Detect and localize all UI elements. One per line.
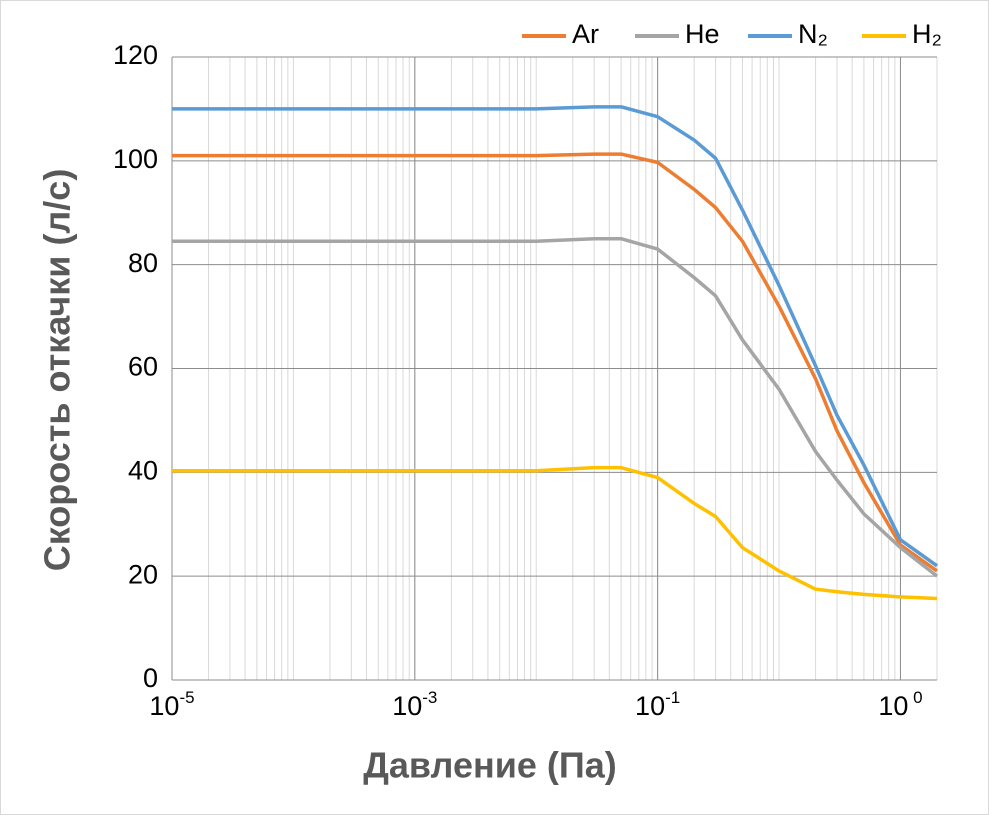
x-tick-base: 10 xyxy=(392,691,422,721)
x-tick-label: 10-3 xyxy=(392,688,437,721)
line-series xyxy=(172,465,938,601)
x-tick-exponent: -5 xyxy=(179,688,194,707)
legend-label: N₂ xyxy=(798,19,828,49)
legend-label: Ar xyxy=(572,19,599,49)
y-tick-label: 120 xyxy=(113,40,158,70)
y-tick-label: 20 xyxy=(128,559,158,589)
x-tick-base: 10 xyxy=(878,691,908,721)
x-tick-label: 10-1 xyxy=(635,688,680,721)
line-series xyxy=(172,152,939,573)
x-tick-exponent: 0 xyxy=(908,688,922,707)
legend-label: H₂ xyxy=(912,19,942,49)
y-tick-label: 80 xyxy=(128,248,158,278)
x-tick-exponent: -1 xyxy=(665,688,680,707)
x-tick-label: 10-5 xyxy=(149,688,194,721)
y-tick-label: 40 xyxy=(128,455,158,485)
x-tick-base: 10 xyxy=(149,691,179,721)
x-tick-base: 10 xyxy=(635,691,665,721)
x-tick-label: 10 0 xyxy=(878,688,922,721)
legend-label: He xyxy=(685,19,720,49)
x-axis-label: Давление (Па) xyxy=(363,745,617,786)
y-tick-label: 0 xyxy=(143,663,158,693)
y-axis-label: Скорость откачки (л/с) xyxy=(37,169,78,572)
y-tick-label: 100 xyxy=(113,144,158,174)
line-series xyxy=(172,236,939,578)
line-series xyxy=(172,105,939,568)
x-tick-exponent: -3 xyxy=(422,688,437,707)
y-tick-label: 60 xyxy=(128,352,158,382)
